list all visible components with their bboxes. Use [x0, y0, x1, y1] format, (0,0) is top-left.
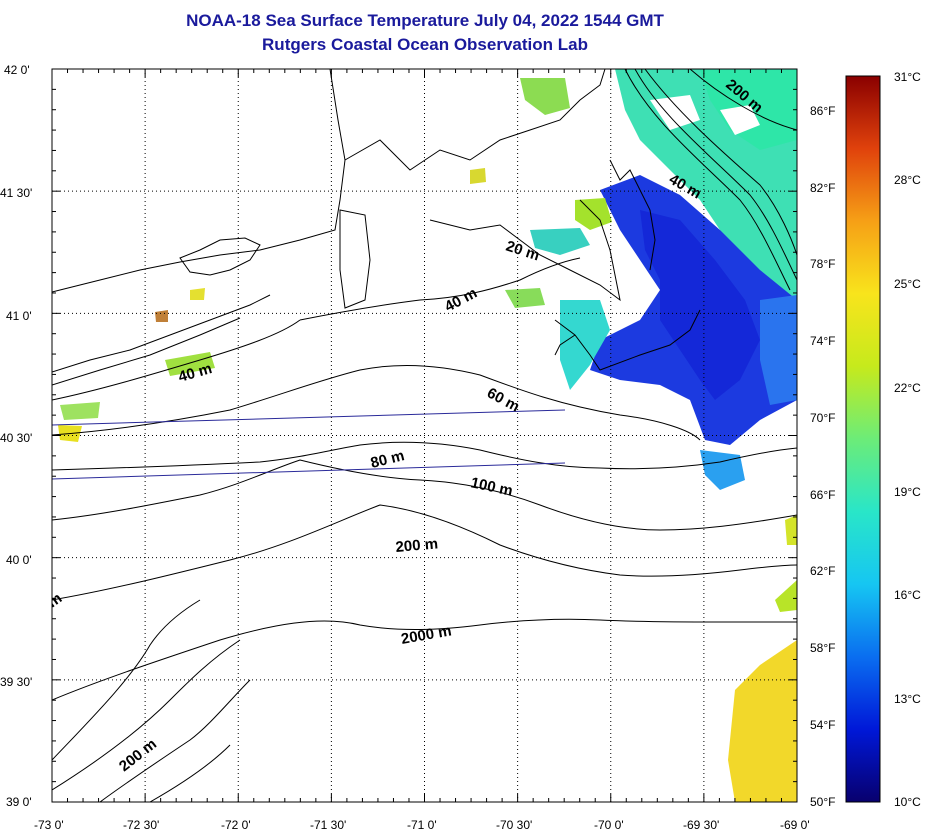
lat-label: 39 30'	[0, 675, 32, 689]
lat-label: 42 0'	[4, 63, 30, 77]
celsius-label: 31°C	[894, 70, 921, 84]
lat-axis: 42 0' 41 30' 41 0' 40 30' 40 0' 39 30' 3…	[0, 63, 32, 809]
fahrenheit-scale: 86°F 82°F 78°F 74°F 70°F 66°F 62°F 58°F …	[810, 104, 835, 809]
contour-label-200m: 200 m	[395, 535, 439, 556]
fahrenheit-label: 66°F	[810, 488, 835, 502]
celsius-label: 16°C	[894, 588, 921, 602]
celsius-label: 28°C	[894, 173, 921, 187]
fahrenheit-label: 50°F	[810, 795, 835, 809]
lat-label: 41 0'	[6, 309, 32, 323]
celsius-label: 25°C	[894, 277, 921, 291]
lon-label: -70 30'	[496, 818, 532, 832]
temperature-colorbar	[845, 75, 881, 803]
lat-label: 40 0'	[6, 553, 32, 567]
lat-label: 41 30'	[0, 186, 32, 200]
fahrenheit-label: 70°F	[810, 411, 835, 425]
axis-ticks	[51, 68, 798, 803]
celsius-scale: 31°C 28°C 25°C 22°C 19°C 16°C 13°C 10°C	[894, 70, 921, 809]
fahrenheit-label: 54°F	[810, 718, 835, 732]
celsius-label: 10°C	[894, 795, 921, 809]
sst-data-patches	[58, 69, 797, 802]
fahrenheit-label: 58°F	[810, 641, 835, 655]
celsius-label: 19°C	[894, 485, 921, 499]
lon-label: -70 0'	[594, 818, 624, 832]
map-title: NOAA-18 Sea Surface Temperature July 04,…	[186, 11, 664, 30]
lat-label: 39 0'	[6, 795, 32, 809]
lon-label: -69 30'	[683, 818, 719, 832]
fahrenheit-label: 74°F	[810, 334, 835, 348]
map-subtitle: Rutgers Coastal Ocean Observation Lab	[262, 35, 588, 54]
lon-axis: -73 0' -72 30' -72 0' -71 30' -71 0' -70…	[34, 818, 810, 832]
fahrenheit-label: 78°F	[810, 257, 835, 271]
graticule	[52, 69, 797, 802]
lon-label: -71 30'	[310, 818, 346, 832]
celsius-label: 22°C	[894, 381, 921, 395]
fahrenheit-label: 82°F	[810, 181, 835, 195]
fahrenheit-label: 62°F	[810, 564, 835, 578]
lon-label: -73 0'	[34, 818, 64, 832]
lat-label: 40 30'	[0, 431, 32, 445]
celsius-label: 13°C	[894, 692, 921, 706]
lon-label: -72 0'	[221, 818, 251, 832]
lon-label: -69 0'	[780, 818, 810, 832]
lon-label: -72 30'	[123, 818, 159, 832]
coastline	[52, 69, 701, 386]
lon-label: -71 0'	[407, 818, 437, 832]
transect-lines	[52, 409, 566, 480]
fahrenheit-label: 86°F	[810, 104, 835, 118]
